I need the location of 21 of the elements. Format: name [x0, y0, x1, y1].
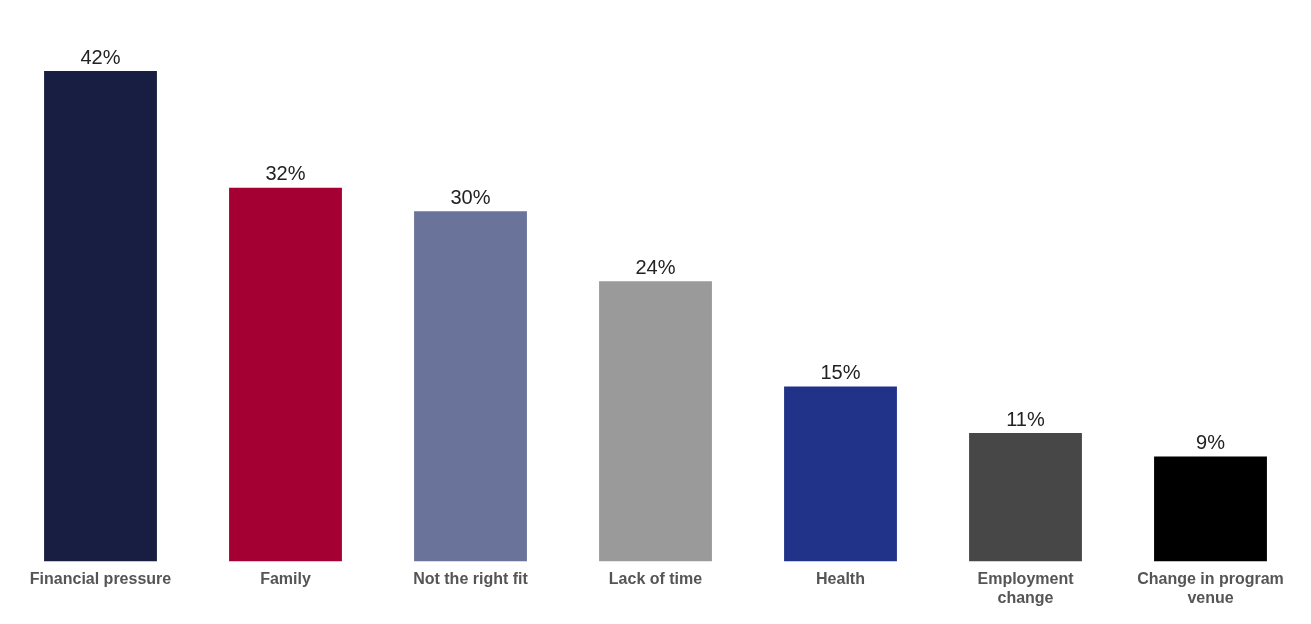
data-label: 9%: [1196, 431, 1226, 453]
data-label: 15%: [820, 360, 861, 383]
bar: [969, 433, 1082, 562]
bar: [44, 71, 157, 562]
x-tick-label: Health: [816, 569, 865, 587]
bar: [229, 187, 342, 562]
x-tick-label: Change in program venue: [1137, 569, 1284, 606]
x-tick-label: Employment change: [977, 569, 1075, 606]
data-label: 24%: [635, 255, 676, 278]
bar: [414, 211, 527, 562]
data-label: 32%: [265, 162, 306, 185]
bar: [599, 281, 712, 562]
x-tick-label: Family: [260, 569, 311, 587]
x-tick-label: Not the right fit: [413, 569, 529, 587]
bar: [784, 386, 897, 562]
data-label: 11%: [1006, 407, 1045, 430]
data-label: 42%: [80, 45, 121, 68]
x-tick-label: Lack of time: [608, 569, 703, 587]
bar: [1154, 456, 1267, 562]
x-tick-label: Financial pressure: [29, 569, 172, 587]
data-label: 30%: [450, 185, 491, 208]
